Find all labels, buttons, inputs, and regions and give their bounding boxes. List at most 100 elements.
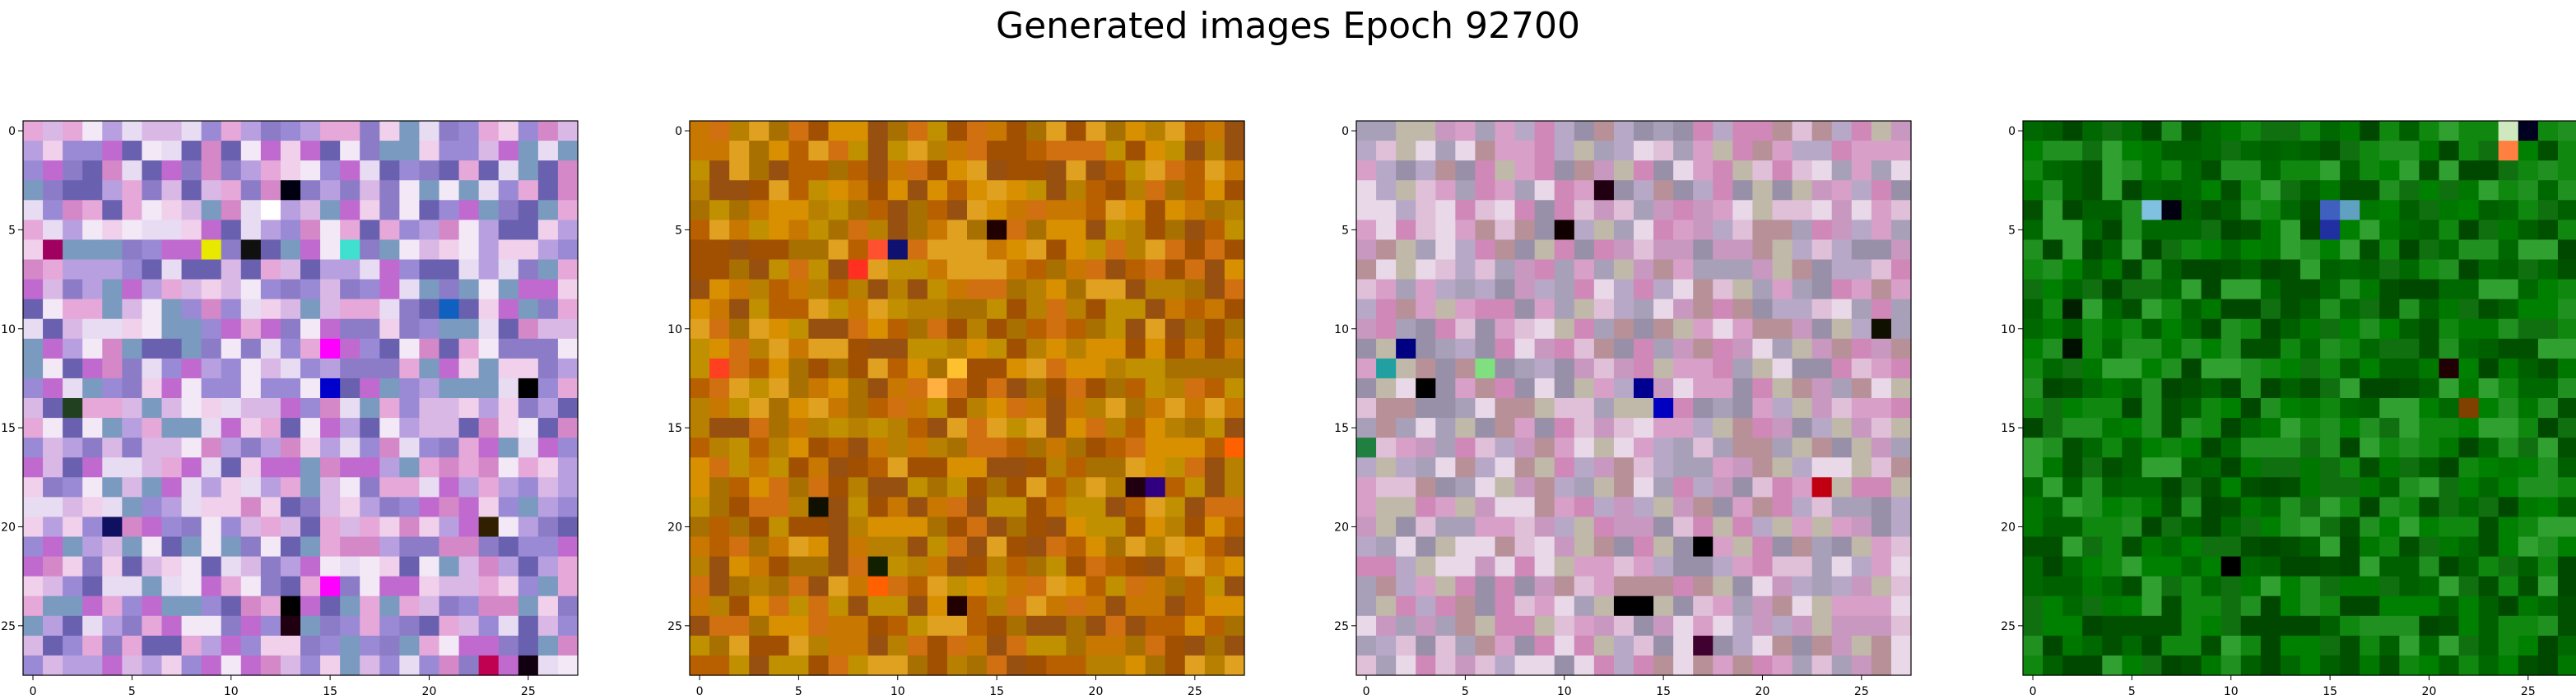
heatmap-cell — [1026, 121, 1047, 141]
heatmap-cell — [1396, 655, 1416, 676]
heatmap-cell — [1007, 299, 1027, 320]
heatmap-cell — [2320, 635, 2341, 656]
heatmap-cell — [201, 477, 222, 498]
heatmap-cell — [379, 556, 400, 577]
heatmap-cell — [2537, 536, 2559, 558]
heatmap-cell — [419, 239, 440, 261]
heatmap-cell — [181, 556, 202, 577]
heatmap-cell — [709, 299, 730, 320]
heatmap-cell — [458, 338, 480, 359]
heatmap-cell — [1356, 398, 1377, 419]
heatmap-cell — [2537, 378, 2559, 399]
heatmap-cell — [2439, 378, 2460, 399]
heatmap-cell — [2220, 418, 2242, 438]
heatmap-cell — [1455, 556, 1476, 577]
heatmap-cell — [2399, 576, 2420, 597]
heatmap-cell — [340, 200, 360, 220]
heatmap-cell — [2458, 556, 2480, 577]
heatmap-cell — [848, 556, 869, 577]
heatmap-cell — [557, 517, 579, 538]
heatmap-cell — [1811, 121, 1833, 141]
heatmap-cell — [867, 160, 889, 181]
heatmap-cell — [1145, 318, 1166, 340]
heatmap-cell — [518, 655, 539, 676]
heatmap-cell — [927, 200, 948, 220]
heatmap-cell — [1086, 279, 1107, 300]
heatmap-cell — [557, 239, 579, 261]
heatmap-cell — [1772, 615, 1793, 637]
heatmap-cell — [2537, 358, 2559, 379]
heatmap-cell — [1105, 595, 1127, 617]
heatmap-cell — [2557, 358, 2576, 379]
heatmap-cell — [1435, 556, 1456, 577]
heatmap-cell — [240, 477, 262, 498]
heatmap-cell — [419, 497, 440, 518]
heatmap-cell — [260, 595, 281, 617]
heatmap-cell — [927, 318, 948, 340]
heatmap-cell — [946, 438, 968, 458]
heatmap-cell — [709, 655, 730, 676]
heatmap-cell — [2320, 477, 2341, 498]
heatmap-cell — [1613, 141, 1634, 161]
heatmap-cell — [2458, 338, 2480, 359]
heatmap-cell — [1066, 615, 1087, 637]
heatmap-cell — [749, 318, 770, 340]
heatmap-cell — [2518, 536, 2539, 558]
heatmap-cell — [1376, 279, 1397, 300]
heatmap-cell — [458, 239, 480, 261]
heatmap-cell — [927, 655, 948, 676]
heatmap-cell — [867, 655, 889, 676]
heatmap-cell — [1890, 180, 1912, 201]
heatmap-cell — [1204, 338, 1225, 359]
heatmap-cell — [967, 239, 988, 261]
heatmap-cell — [2340, 398, 2360, 419]
heatmap-cell — [1495, 398, 1516, 419]
heatmap-cell — [2478, 536, 2499, 558]
heatmap-cell — [122, 497, 143, 518]
heatmap-cell — [1890, 220, 1912, 241]
heatmap-cell — [2280, 595, 2301, 617]
heatmap-cell — [1184, 556, 1206, 577]
heatmap-cell — [1811, 160, 1833, 181]
heatmap-cell — [1634, 595, 1654, 617]
heatmap-cell — [2122, 457, 2143, 478]
heatmap-cell — [1831, 655, 1853, 676]
heatmap-cell — [2141, 180, 2163, 201]
heatmap-cell — [2280, 239, 2301, 261]
heatmap-cell — [1890, 517, 1912, 538]
heatmap-cell — [1184, 418, 1206, 438]
heatmap-cell — [1554, 615, 1575, 637]
heatmap-cell — [2419, 239, 2440, 261]
heatmap-cell — [2458, 536, 2480, 558]
heatmap-cell — [927, 121, 948, 141]
heatmap-cell — [1046, 497, 1067, 518]
heatmap-cell — [987, 318, 1007, 340]
heatmap-cell — [2260, 635, 2281, 656]
heatmap-cell — [1673, 121, 1694, 141]
heatmap-cell — [1871, 595, 1892, 617]
heatmap-cell — [1831, 200, 1853, 220]
heatmap-cell — [1713, 180, 1733, 201]
heatmap-cell — [280, 398, 301, 419]
heatmap-cell — [439, 200, 460, 220]
heatmap-cell — [2220, 200, 2242, 220]
heatmap-cell — [2379, 615, 2400, 637]
heatmap-cell — [749, 536, 770, 558]
heatmap-cell — [1184, 378, 1206, 399]
heatmap-cell — [907, 477, 928, 498]
heatmap-cell — [419, 635, 440, 656]
heatmap-cell — [788, 378, 810, 399]
heatmap-cell — [1792, 457, 1813, 478]
heatmap-cell — [557, 318, 579, 340]
heatmap-cell — [1165, 299, 1186, 320]
heatmap-cell — [2300, 595, 2321, 617]
heatmap-cell — [1066, 279, 1087, 300]
heatmap-cell — [2478, 318, 2499, 340]
heatmap-cell — [1066, 497, 1087, 518]
heatmap-cell — [518, 576, 539, 597]
heatmap-cell — [749, 595, 770, 617]
heatmap-cell — [1693, 556, 1713, 577]
heatmap-cell — [2240, 576, 2262, 597]
heatmap-cell — [1184, 259, 1206, 280]
heatmap-cell — [221, 615, 242, 637]
